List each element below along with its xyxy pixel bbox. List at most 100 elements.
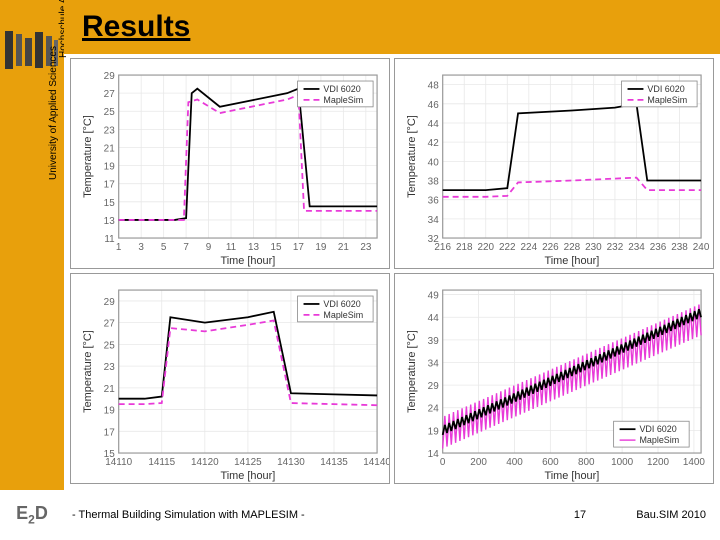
svg-text:400: 400: [506, 457, 523, 468]
svg-text:230: 230: [585, 242, 602, 253]
svg-text:15: 15: [104, 198, 116, 209]
svg-text:14: 14: [428, 449, 440, 460]
svg-text:36: 36: [428, 196, 440, 207]
svg-text:13: 13: [104, 216, 116, 227]
svg-text:46: 46: [428, 100, 440, 111]
svg-text:600: 600: [542, 457, 559, 468]
svg-text:42: 42: [428, 138, 440, 149]
svg-text:14120: 14120: [191, 457, 219, 468]
svg-text:240: 240: [693, 242, 710, 253]
svg-text:236: 236: [650, 242, 667, 253]
svg-text:19: 19: [104, 162, 116, 173]
svg-text:17: 17: [104, 180, 116, 191]
chart-bottom-left: 1517192123252729141101411514120141251413…: [70, 273, 390, 484]
svg-text:VDI 6020: VDI 6020: [639, 424, 676, 434]
svg-text:19: 19: [428, 426, 440, 437]
svg-text:200: 200: [470, 457, 487, 468]
svg-text:38: 38: [428, 176, 440, 187]
svg-text:9: 9: [206, 242, 212, 253]
svg-text:VDI 6020: VDI 6020: [647, 84, 684, 94]
svg-text:234: 234: [628, 242, 645, 253]
svg-text:23: 23: [104, 125, 116, 136]
svg-text:7: 7: [183, 242, 189, 253]
svg-text:29: 29: [104, 297, 116, 308]
svg-text:23: 23: [360, 242, 372, 253]
svg-text:29: 29: [104, 71, 116, 82]
svg-text:14125: 14125: [234, 457, 262, 468]
svg-text:VDI 6020: VDI 6020: [323, 299, 360, 309]
svg-text:Time [hour]: Time [hour]: [544, 470, 599, 482]
svg-text:27: 27: [104, 89, 116, 100]
svg-text:27: 27: [104, 319, 116, 330]
svg-text:MapleSim: MapleSim: [647, 95, 687, 105]
svg-text:Temperature [°C]: Temperature [°C]: [82, 115, 94, 198]
svg-text:800: 800: [578, 457, 595, 468]
svg-text:23: 23: [104, 362, 116, 373]
svg-text:226: 226: [542, 242, 559, 253]
svg-text:24: 24: [428, 404, 440, 415]
footer: E2D - Thermal Building Simulation with M…: [0, 490, 720, 540]
svg-text:15: 15: [270, 242, 282, 253]
chart-top-left: 111315171921232527291357911131517192123T…: [70, 58, 390, 269]
svg-text:1000: 1000: [611, 457, 634, 468]
page-number: 17: [550, 509, 610, 521]
svg-text:11: 11: [226, 242, 237, 253]
svg-text:0: 0: [440, 457, 446, 468]
svg-text:17: 17: [104, 427, 116, 438]
header: Results: [64, 0, 720, 54]
svg-text:Temperature [°C]: Temperature [°C]: [82, 330, 94, 413]
svg-text:216: 216: [434, 242, 451, 253]
svg-text:13: 13: [248, 242, 260, 253]
svg-text:14115: 14115: [148, 457, 175, 468]
svg-text:5: 5: [161, 242, 167, 253]
footer-subtitle: - Thermal Building Simulation with MAPLE…: [72, 509, 550, 521]
svg-text:1200: 1200: [647, 457, 670, 468]
chart-top-right: 3234363840424446482162182202222242262282…: [394, 58, 714, 269]
svg-text:MapleSim: MapleSim: [323, 310, 363, 320]
svg-text:MapleSim: MapleSim: [323, 95, 363, 105]
footer-logo: E2D: [0, 503, 64, 527]
svg-text:224: 224: [521, 242, 538, 253]
svg-text:17: 17: [293, 242, 305, 253]
svg-text:14130: 14130: [277, 457, 305, 468]
svg-text:25: 25: [104, 107, 116, 118]
svg-text:21: 21: [104, 384, 116, 395]
svg-text:Time [hour]: Time [hour]: [220, 470, 275, 482]
svg-text:Time [hour]: Time [hour]: [544, 255, 599, 267]
svg-text:34: 34: [428, 358, 440, 369]
conference-label: Bau.SIM 2010: [610, 509, 720, 521]
svg-text:49: 49: [428, 291, 440, 302]
svg-text:14110: 14110: [105, 457, 132, 468]
svg-text:14140: 14140: [363, 457, 389, 468]
svg-text:VDI 6020: VDI 6020: [323, 84, 360, 94]
svg-text:34: 34: [428, 215, 440, 226]
svg-text:232: 232: [607, 242, 624, 253]
svg-text:Temperature [°C]: Temperature [°C]: [406, 330, 418, 413]
svg-text:29: 29: [428, 381, 440, 392]
svg-text:Time [hour]: Time [hour]: [220, 255, 275, 267]
svg-text:14135: 14135: [320, 457, 348, 468]
svg-text:1400: 1400: [683, 457, 706, 468]
svg-text:238: 238: [671, 242, 688, 253]
chart-bottom-right: 14 19 24 29 34 39 44 49 0 200 400 600 800 1000 1200 140…: [394, 273, 714, 484]
svg-text:220: 220: [477, 242, 494, 253]
svg-text:19: 19: [104, 406, 116, 417]
svg-text:11: 11: [104, 234, 115, 245]
svg-text:40: 40: [428, 157, 440, 168]
svg-text:222: 222: [499, 242, 516, 253]
svg-text:Temperature [°C]: Temperature [°C]: [406, 115, 418, 198]
svg-text:3: 3: [138, 242, 144, 253]
sidebar: Hochschule Augsburg University of Applie…: [0, 0, 64, 490]
svg-text:MapleSim: MapleSim: [639, 435, 679, 445]
svg-text:44: 44: [428, 313, 440, 324]
svg-text:228: 228: [564, 242, 581, 253]
page-title: Results: [82, 10, 190, 44]
svg-text:21: 21: [104, 143, 116, 154]
svg-text:19: 19: [315, 242, 327, 253]
svg-text:48: 48: [428, 81, 440, 92]
svg-text:39: 39: [428, 336, 440, 347]
charts-grid: 111315171921232527291357911131517192123T…: [70, 58, 714, 484]
institution-bottom: University of Applied Sciences: [48, 46, 59, 180]
svg-text:21: 21: [338, 242, 350, 253]
svg-text:1: 1: [116, 242, 122, 253]
